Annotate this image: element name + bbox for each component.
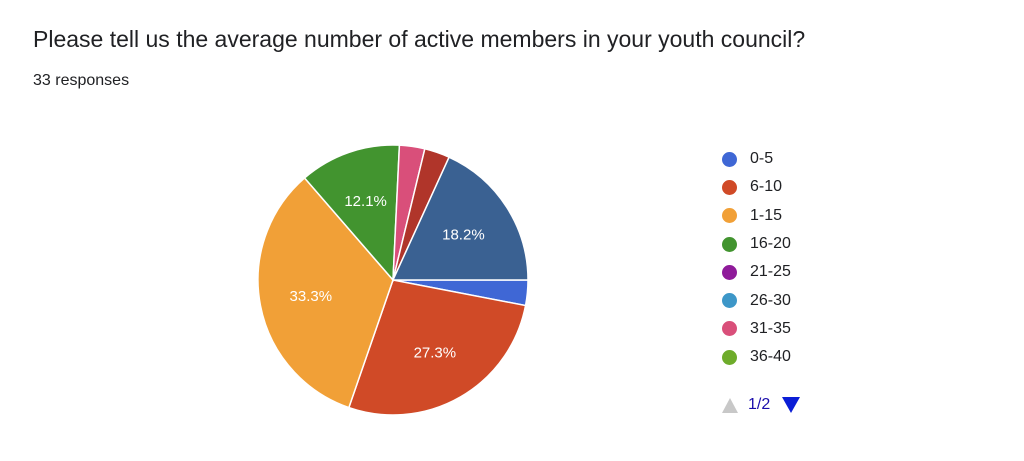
- legend: 0-5 6-10 1-15 16-20 21-25 26-30 31-35 36…: [722, 145, 791, 371]
- legend-item[interactable]: 36-40: [722, 343, 791, 371]
- legend-label: 36-40: [750, 348, 791, 366]
- legend-pager: 1/2: [722, 396, 801, 414]
- slice-label: 12.1%: [344, 193, 387, 210]
- legend-item[interactable]: 21-25: [722, 258, 791, 286]
- legend-label: 16-20: [750, 235, 791, 253]
- legend-label: 6-10: [750, 178, 783, 196]
- legend-item[interactable]: 1-15: [722, 202, 791, 230]
- previous-page-icon[interactable]: [722, 397, 738, 413]
- pie-slice-unlisted-b[interactable]: [391, 156, 529, 281]
- legend-label: 21-25: [750, 263, 791, 281]
- legend-swatch: [722, 208, 737, 224]
- legend-item[interactable]: 16-20: [722, 230, 791, 258]
- legend-swatch: [722, 349, 737, 365]
- pie-chart: 27.3% 33.3% 12.1% 18.2%: [257, 144, 529, 416]
- legend-label: 0-5: [750, 150, 774, 168]
- legend-label: 26-30: [750, 291, 791, 309]
- legend-label: 31-35: [750, 319, 791, 337]
- pie-slice-6-10[interactable]: [347, 279, 527, 416]
- legend-item[interactable]: 31-35: [722, 315, 791, 343]
- page-indicator: 1/2: [748, 396, 771, 413]
- legend-item[interactable]: 6-10: [722, 173, 791, 201]
- slice-label: 18.2%: [442, 227, 485, 244]
- legend-swatch: [722, 293, 737, 309]
- response-count: 33 responses: [33, 72, 130, 89]
- pie-slice-1-15[interactable]: [257, 176, 394, 409]
- legend-swatch: [722, 151, 737, 167]
- pie-slice-16-20[interactable]: [303, 144, 401, 282]
- slice-label: 33.3%: [290, 288, 333, 305]
- question-title: Please tell us the average number of act…: [33, 26, 806, 52]
- legend-item[interactable]: 26-30: [722, 286, 791, 314]
- legend-swatch: [722, 236, 737, 252]
- next-page-icon[interactable]: [782, 397, 801, 413]
- legend-item[interactable]: 0-5: [722, 145, 791, 173]
- legend-label: 1-15: [750, 206, 783, 224]
- slice-label: 27.3%: [414, 344, 457, 361]
- legend-swatch: [722, 179, 737, 195]
- legend-swatch: [722, 264, 737, 280]
- legend-swatch: [722, 321, 737, 337]
